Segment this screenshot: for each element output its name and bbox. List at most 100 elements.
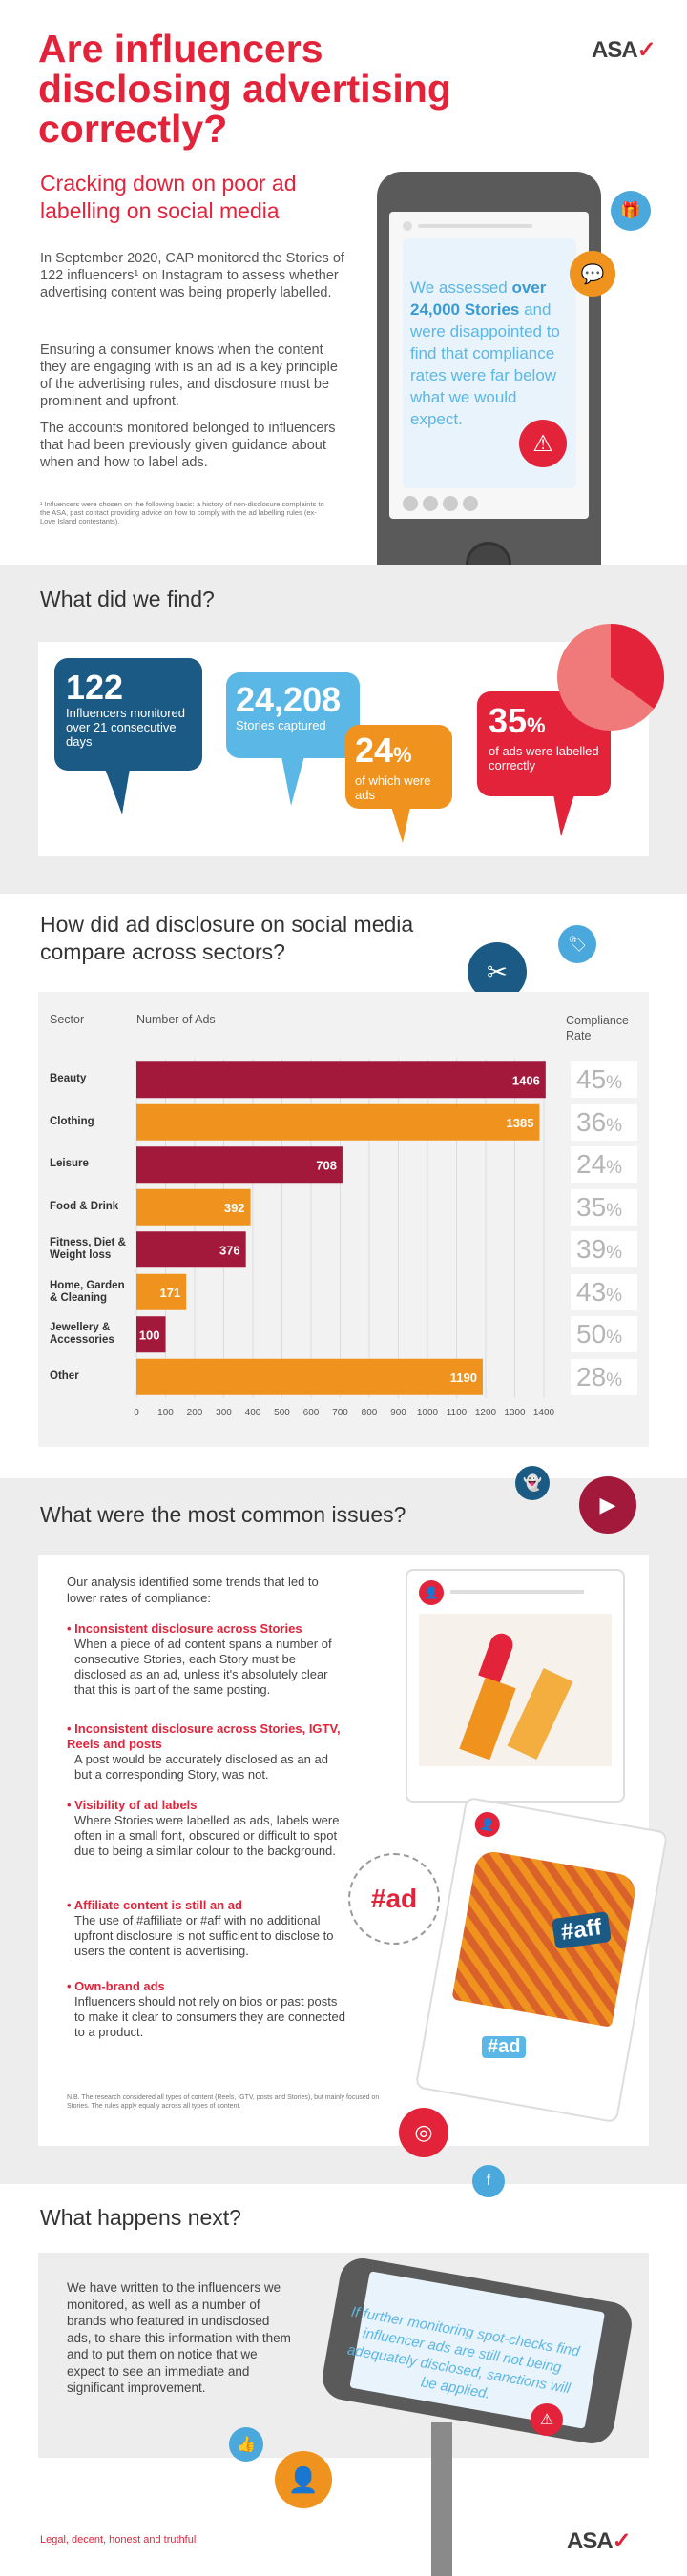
footnote: ¹ Influencers were chosen on the followi…	[40, 500, 324, 526]
bar	[136, 1231, 246, 1268]
issue-body: When a piece of ad content spans a numbe…	[74, 1637, 332, 1697]
x-tick-label: 1000	[417, 1408, 439, 1418]
find-heading: What did we find?	[40, 587, 215, 611]
category-label: Other	[50, 1370, 79, 1382]
issue-item: • Inconsistent disclosure across Stories…	[67, 1721, 348, 1783]
compliance-rate-value: 50	[576, 1319, 607, 1350]
bar-value-label: 376	[219, 1243, 240, 1257]
issue-item: • Visibility of ad labels Where Stories w…	[67, 1798, 348, 1859]
legal-tagline: Legal, decent, honest and truthful	[40, 2534, 197, 2545]
x-tick-label: 600	[303, 1408, 320, 1418]
intro-paragraph-1: In September 2020, CAP monitored the Sto…	[40, 251, 344, 300]
category-label: Clothing	[50, 1115, 94, 1127]
stat-labelled-value: 35	[489, 701, 528, 740]
compliance-rate-unit: %	[606, 1370, 623, 1391]
bubble-tail	[553, 794, 574, 836]
compliance-pie	[557, 624, 664, 731]
ad-tag-magnified: #ad	[348, 1853, 440, 1945]
instagram-icon: ◎	[399, 2108, 448, 2157]
compliance-rate-unit: %	[606, 1328, 623, 1349]
compliance-rate-unit: %	[606, 1200, 623, 1221]
page-title: Are influencers disclosing advertising c…	[38, 27, 451, 151]
col-rate-header: Compliance Rate	[566, 1014, 630, 1042]
issue-item: • Affiliate content is still an ad The us…	[67, 1898, 348, 1959]
x-tick-label: 900	[390, 1408, 406, 1418]
x-tick-label: 0	[134, 1408, 139, 1418]
lipstick-image	[419, 1614, 612, 1766]
snapchat-icon: 👻	[515, 1466, 550, 1500]
issue-title: Visibility of ad labels	[74, 1798, 198, 1812]
issue-title: Inconsistent disclosure across Stories	[74, 1621, 302, 1636]
x-tick-label: 100	[157, 1408, 174, 1418]
x-tick-label: 200	[187, 1408, 203, 1418]
pie-labelled-slice	[611, 624, 664, 709]
bar-value-label: 1406	[512, 1073, 540, 1087]
issue-title: Inconsistent disclosure across Stories, …	[67, 1721, 341, 1751]
compliance-rate-value: 43	[576, 1276, 607, 1307]
thumbs-up-icon: 👍	[229, 2427, 263, 2462]
x-tick-label: 500	[274, 1408, 290, 1418]
compliance-rate: 24%	[571, 1146, 637, 1184]
issue-title: Affiliate content is still an ad	[73, 1898, 242, 1912]
sector-bar-chart: 0 100 200 300 400 500 600 700 800 900 1000 1100 1200…	[134, 1059, 555, 1418]
scissors-coupon-icon: ✂	[468, 942, 527, 1001]
tick-icon: ✓	[612, 2528, 632, 2554]
phone-message: We assessed over 24,000 Stories and were…	[410, 278, 560, 428]
tag-icon: 🏷	[558, 925, 596, 963]
bar-value-label: 100	[139, 1328, 160, 1342]
issue-title: Own-brand ads	[74, 1979, 165, 1993]
person-icon: 👤	[275, 2451, 332, 2508]
tick-icon: ✓	[636, 37, 656, 63]
bar	[136, 1146, 343, 1184]
stat-stories-value: 24,208	[236, 680, 342, 719]
compliance-rate-value: 24	[576, 1149, 607, 1180]
col-sector-header: Sector	[50, 1013, 85, 1026]
asa-logo: ASA✓	[592, 36, 656, 64]
x-tick-label: 1100	[447, 1408, 468, 1418]
post-lipstick: 👤	[406, 1569, 625, 1803]
category-label: Leisure	[50, 1158, 89, 1170]
x-tick-label: 1400	[533, 1408, 555, 1418]
category-label: Beauty	[50, 1073, 87, 1085]
compliance-rate-value: 45	[576, 1064, 607, 1095]
bubble-tail	[391, 807, 410, 843]
asa-logo-footer: ASA✓	[567, 2527, 632, 2555]
compliance-rate-value: 35	[576, 1191, 607, 1222]
category-label: Fitness, Diet & Weight loss	[50, 1237, 126, 1262]
compliance-rate-value: 36	[576, 1106, 607, 1137]
bubble-tail	[105, 769, 130, 814]
ad-tag-small: #ad	[482, 2036, 527, 2058]
col-ads-header: Number of Ads	[136, 1013, 216, 1026]
facebook-icon: f	[472, 2165, 505, 2197]
compliance-rate-unit: %	[606, 1158, 623, 1179]
compliance-rate: 50%	[571, 1316, 637, 1353]
compliance-rate-unit: %	[606, 1115, 623, 1136]
compare-heading: How did ad disclosure on social media co…	[40, 912, 414, 964]
issues-note: N.B. The research considered all types o…	[67, 2094, 380, 2110]
issue-body: The use of #affiliate or #aff with no ad…	[74, 1913, 334, 1958]
stat-labelled-unit: %	[527, 713, 546, 737]
stat-ads-unit: %	[393, 743, 412, 767]
stat-ads-value: 24	[355, 731, 394, 770]
compliance-rate: 35%	[571, 1188, 637, 1226]
compliance-rate: 28%	[571, 1358, 637, 1395]
stat-stories-label: Stories captured	[236, 718, 326, 732]
chat-user-icon: 💬	[570, 251, 615, 297]
category-label: Home, Garden & Cleaning	[50, 1279, 125, 1304]
stat-labelled-label: of ads were labelled correctly	[489, 744, 599, 773]
compliance-rate: 39%	[571, 1231, 637, 1268]
compliance-rate-unit: %	[606, 1073, 623, 1094]
bar-value-label: 392	[224, 1201, 245, 1215]
bar	[136, 1316, 166, 1353]
compliance-rate-value: 39	[576, 1234, 607, 1265]
gift-icon: 🎁	[611, 191, 651, 231]
bar-value-label: 708	[316, 1158, 337, 1172]
bar-value-label: 1190	[450, 1370, 477, 1385]
asa-logo-text: ASA	[592, 37, 638, 63]
stat-stories: 24,208 Stories captured	[226, 672, 360, 758]
bar-value-label: 171	[159, 1286, 180, 1300]
x-tick-label: 700	[332, 1408, 348, 1418]
next-heading: What happens next?	[40, 2205, 241, 2230]
compliance-rate: 45%	[571, 1061, 637, 1099]
stat-ads-label: of which were ads	[355, 773, 431, 802]
